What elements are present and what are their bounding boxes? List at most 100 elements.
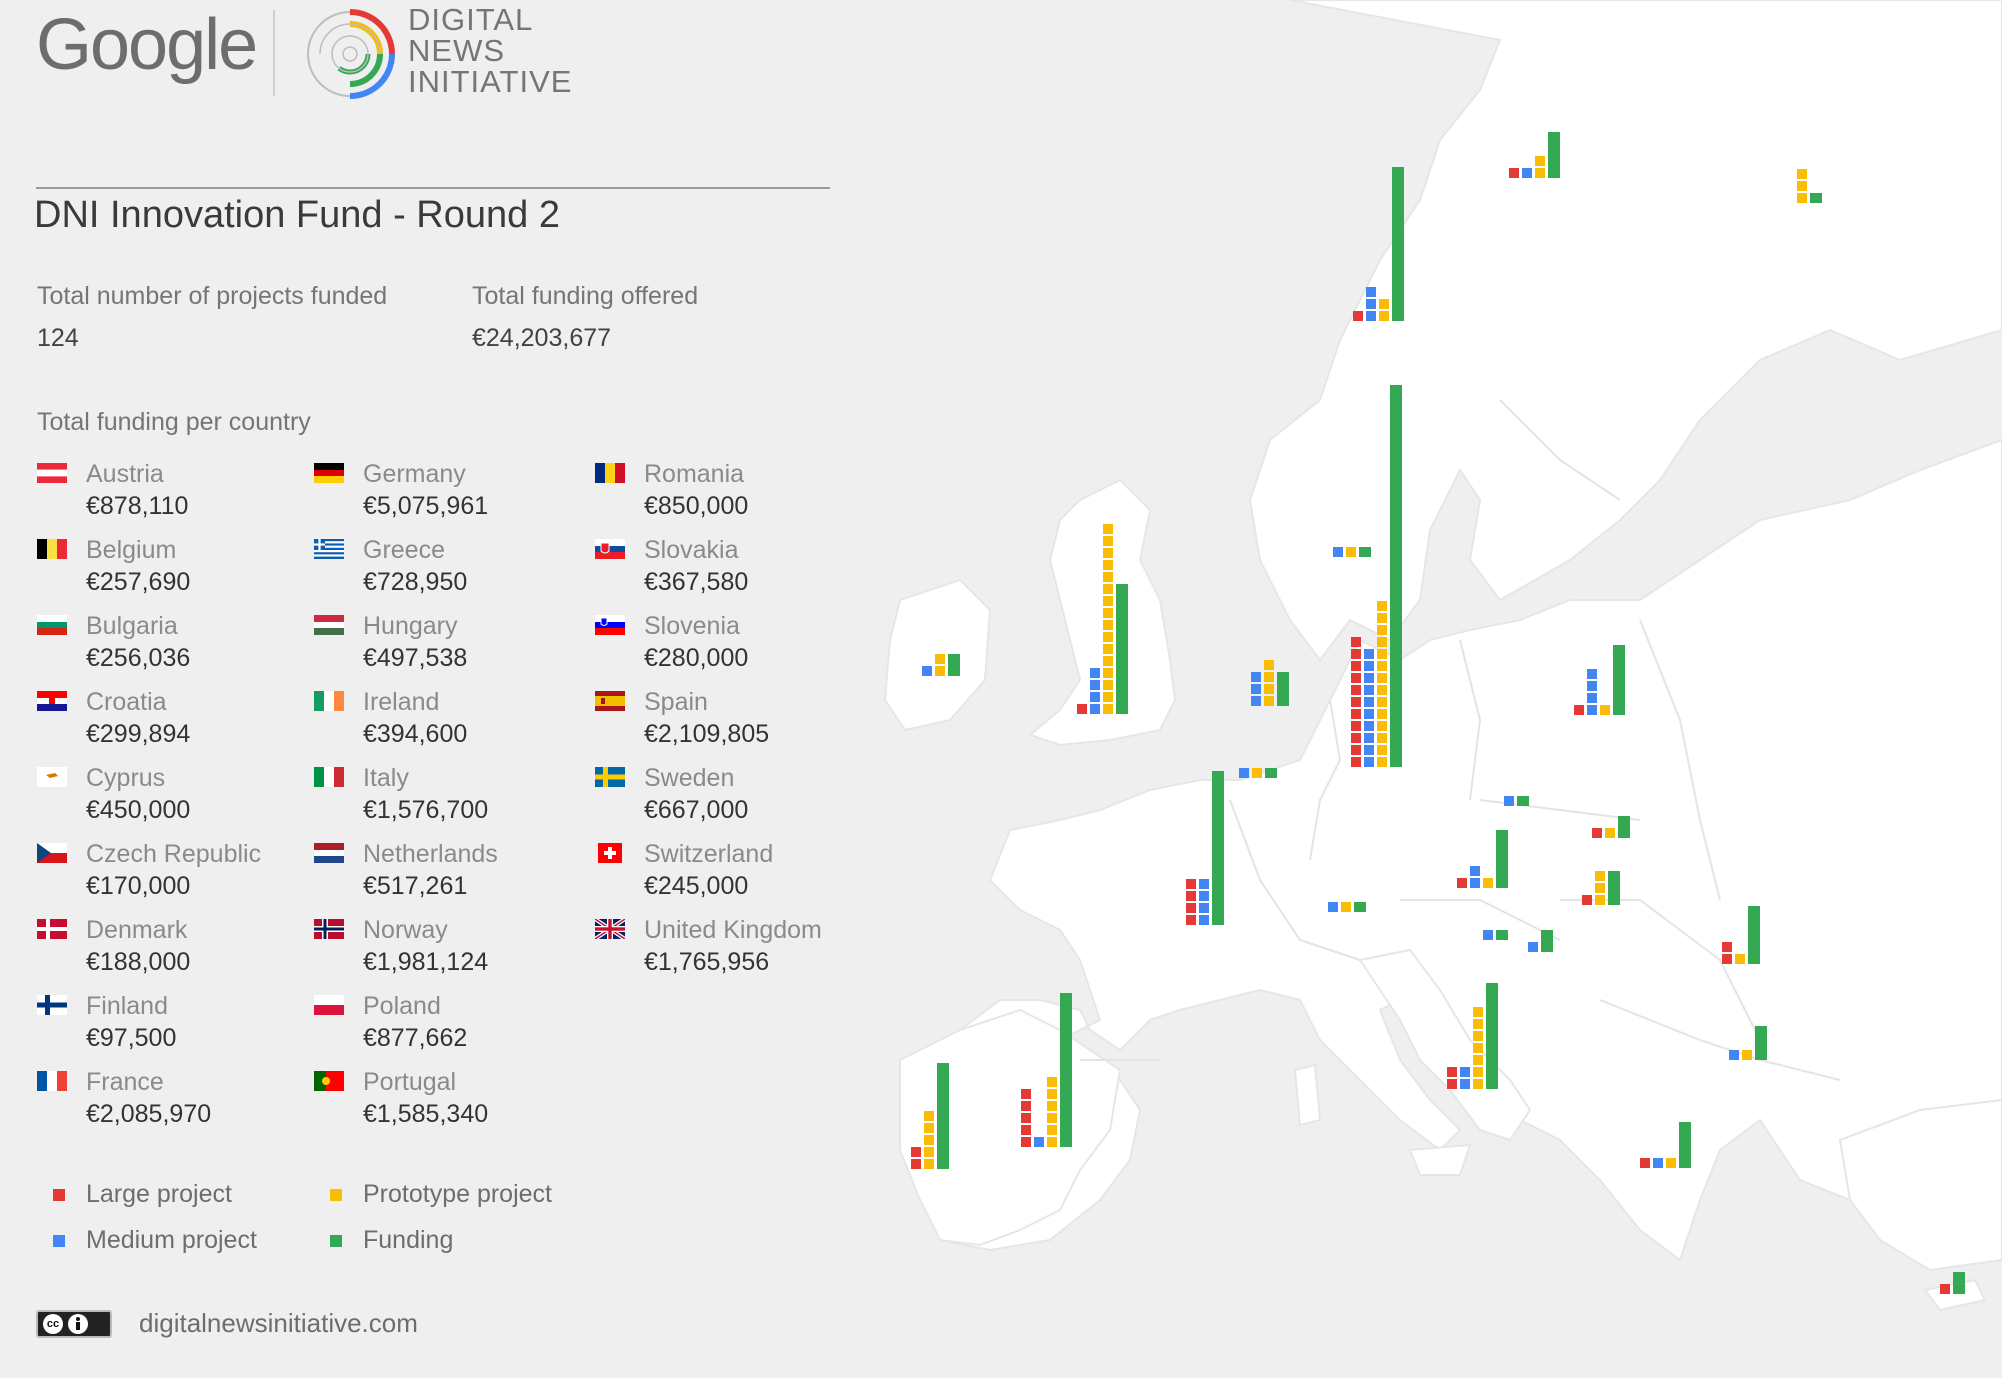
funding-bar-ireland	[948, 654, 960, 676]
large-project-block	[1186, 903, 1196, 913]
country-amount: €188,000	[86, 948, 191, 976]
prototype-project-block	[1103, 584, 1113, 594]
map-bar-group-hungary	[1582, 871, 1620, 905]
large-project-block	[1640, 1158, 1650, 1168]
medium-project-block	[1366, 311, 1376, 321]
by-person-icon	[68, 1314, 88, 1334]
country-item-slovakia: Slovakia €367,580	[595, 536, 865, 602]
large-project-block	[1351, 745, 1361, 755]
large-project-block	[1351, 649, 1361, 659]
country-name: Czech Republic	[86, 840, 262, 868]
prototype-project-block	[1377, 721, 1387, 731]
country-item-france: France €2,085,970	[37, 1068, 307, 1134]
medium-project-block	[1364, 757, 1374, 767]
large-project-block	[1021, 1101, 1031, 1111]
medium-project-block	[1251, 684, 1261, 694]
country-name: Switzerland	[644, 840, 774, 868]
medium-project-block	[1090, 704, 1100, 714]
medium-project-block	[1587, 669, 1597, 679]
prototype-project-block	[1797, 181, 1807, 191]
funding-bar-switzerland	[1354, 902, 1366, 912]
prototype-project-block	[1103, 704, 1113, 714]
large-project-block	[1021, 1137, 1031, 1147]
map-bar-group-portugal	[911, 1063, 949, 1169]
country-name: Greece	[363, 536, 445, 564]
google-logo: Google	[36, 5, 258, 85]
map-bar-group-spain	[1021, 993, 1072, 1147]
country-name: Poland	[363, 992, 441, 1020]
czech-flag-icon	[37, 843, 67, 863]
prototype-project-block	[1742, 1050, 1752, 1060]
medium-project-block	[1364, 673, 1374, 683]
country-name: Netherlands	[363, 840, 498, 868]
denmark-flag-icon	[37, 919, 67, 939]
prototype-project-block	[1047, 1101, 1057, 1111]
medium-project-block	[1460, 1079, 1470, 1089]
prototype-project-block	[1103, 668, 1113, 678]
country-item-germany: Germany €5,075,961	[314, 460, 584, 526]
funding-bar-united-kingdom	[1116, 584, 1128, 714]
prototype-project-block	[1047, 1125, 1057, 1135]
map-bar-group-sweden	[1509, 132, 1560, 178]
map-bar-group-finland	[1797, 169, 1822, 203]
prototype-project-block	[1103, 680, 1113, 690]
country-name: Italy	[363, 764, 409, 792]
germany-flag-icon	[314, 463, 344, 483]
funding-bar-austria	[1496, 830, 1508, 888]
prototype-project-block	[1473, 1055, 1483, 1065]
map-bar-group-austria	[1457, 830, 1508, 888]
map-bar-group-slovenia	[1483, 930, 1508, 940]
large-project-block	[1351, 709, 1361, 719]
map-bar-group-slovakia	[1592, 816, 1630, 838]
prototype-project-block	[924, 1147, 934, 1157]
prototype-project-block	[924, 1111, 934, 1121]
medium-project-block	[1364, 661, 1374, 671]
prototype-project-block	[1377, 601, 1387, 611]
prototype-project-block	[924, 1135, 934, 1145]
prototype-project-block	[924, 1123, 934, 1133]
large-project-block	[1351, 733, 1361, 743]
country-item-greece: Greece €728,950	[314, 536, 584, 602]
prototype-project-block	[1377, 613, 1387, 623]
funding-bar-denmark	[1359, 547, 1371, 557]
medium-project-block	[1364, 709, 1374, 719]
spain-flag-icon	[595, 691, 625, 711]
country-amount: €299,894	[86, 720, 191, 748]
italy-land	[1358, 948, 1532, 1142]
country-item-cyprus: Cyprus €450,000	[37, 764, 307, 830]
country-item-denmark: Denmark €188,000	[37, 916, 307, 982]
country-amount: €394,600	[363, 720, 468, 748]
country-amount: €1,576,700	[363, 796, 489, 824]
country-item-slovenia: Slovenia €280,000	[595, 612, 865, 678]
prototype-project-block	[1341, 902, 1351, 912]
large-project-block	[1186, 891, 1196, 901]
funding-bar-france	[1212, 771, 1224, 925]
legend-label: Prototype project	[363, 1180, 552, 1208]
prototype-project-block	[1605, 828, 1615, 838]
switzerland-flag-icon	[598, 843, 622, 863]
legend-label: Large project	[86, 1180, 232, 1208]
large-project-block	[1447, 1079, 1457, 1089]
prototype-project-block	[1264, 672, 1274, 682]
map-bar-group-germany	[1351, 385, 1402, 767]
medium-project-block	[1460, 1067, 1470, 1077]
prototype-project-block	[1473, 1067, 1483, 1077]
medium-project-block	[1587, 681, 1597, 691]
funding-bar-belgium	[1265, 768, 1277, 778]
large-project-block	[1447, 1067, 1457, 1077]
medium-project-block	[922, 666, 932, 676]
prototype-project-block	[1595, 883, 1605, 893]
turkey-land	[1838, 1098, 2002, 1272]
prototype-project-block	[1103, 536, 1113, 546]
country-item-switzerland: Switzerland €245,000	[595, 840, 865, 906]
prototype-project-block	[1346, 547, 1356, 557]
country-amount: €257,690	[86, 568, 191, 596]
map-bar-group-united-kingdom	[1077, 524, 1128, 714]
prototype-project-block	[1377, 637, 1387, 647]
country-amount: €497,538	[363, 644, 468, 672]
prototype-project-block	[1473, 1019, 1483, 1029]
map-bar-group-cyprus	[1940, 1272, 1965, 1294]
funding-bar-slovenia	[1496, 930, 1508, 940]
country-amount: €450,000	[86, 796, 191, 824]
